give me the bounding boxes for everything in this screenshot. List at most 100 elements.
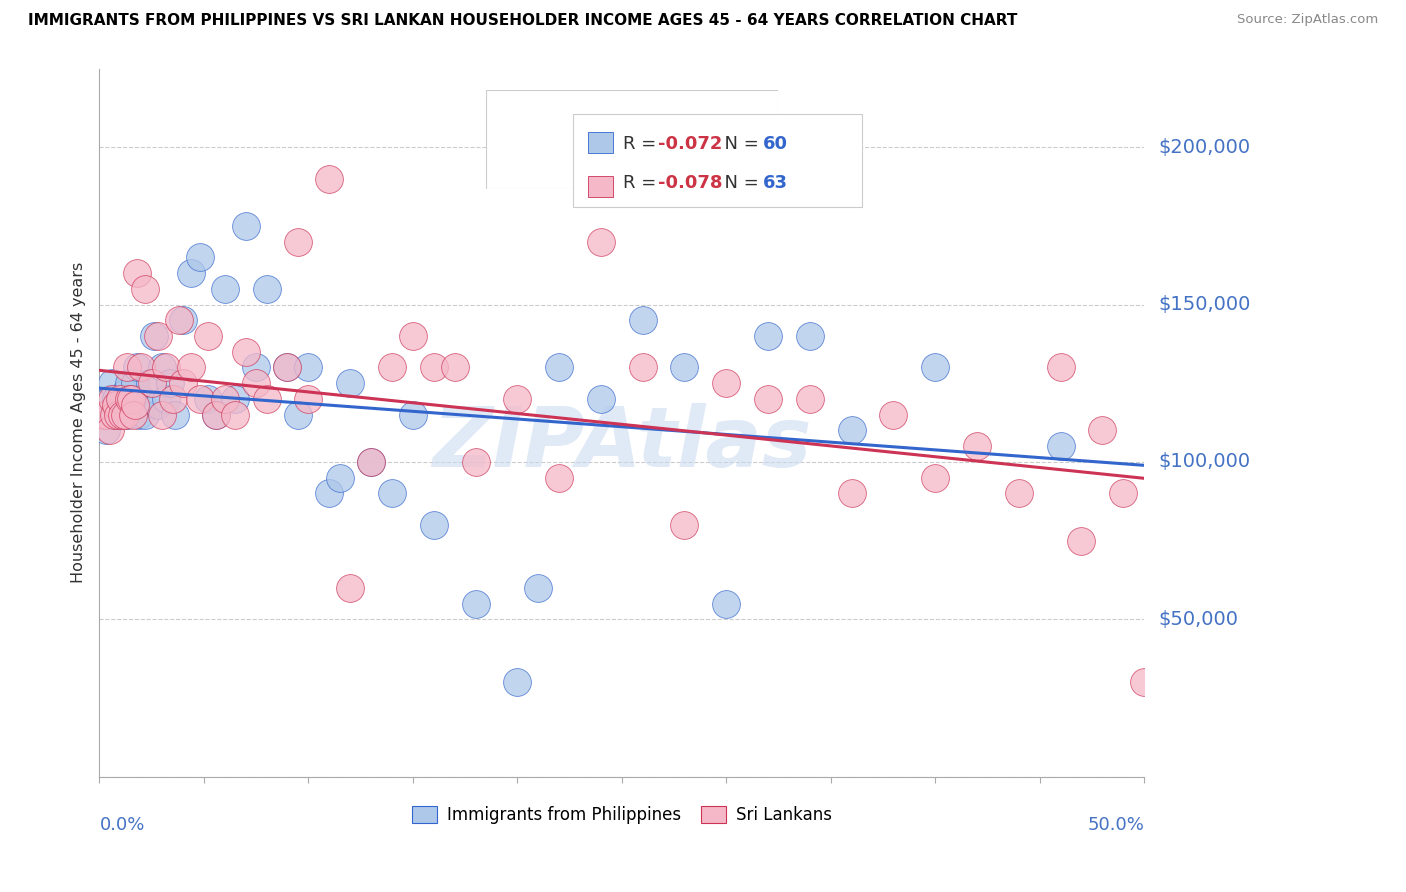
Point [464, 455, 486, 469]
Point [1112, 486, 1135, 500]
Point [115, 360, 138, 375]
Point [118, 392, 141, 406]
Point [287, 408, 309, 422]
Text: 50.0%: 50.0% [1087, 815, 1144, 833]
Point [214, 282, 236, 296]
Point [966, 439, 988, 453]
Point [235, 219, 257, 233]
Point [443, 360, 465, 375]
Point [1049, 439, 1071, 453]
Point [297, 392, 319, 406]
Point [105, 392, 128, 406]
Point [1070, 533, 1092, 548]
Point [124, 376, 146, 391]
Point [105, 398, 128, 412]
Point [180, 360, 202, 375]
Point [101, 392, 124, 406]
FancyBboxPatch shape [574, 114, 862, 207]
Point [276, 360, 298, 375]
Point [155, 360, 177, 375]
Point [172, 376, 194, 391]
Point [163, 408, 186, 422]
Text: -0.072: -0.072 [658, 135, 723, 153]
Point [155, 392, 177, 406]
Point [548, 360, 571, 375]
Point [159, 376, 181, 391]
Point [841, 424, 863, 438]
Point [256, 282, 278, 296]
Text: R =: R = [623, 175, 662, 193]
Point [114, 408, 136, 422]
Point [329, 470, 352, 484]
Point [188, 392, 211, 406]
Point [589, 235, 612, 249]
Point [129, 392, 152, 406]
Point [422, 517, 444, 532]
Point [527, 581, 550, 595]
Point [381, 360, 404, 375]
Text: $200,000: $200,000 [1159, 137, 1250, 157]
FancyBboxPatch shape [588, 132, 613, 153]
Point [94, 408, 117, 422]
Point [188, 251, 211, 265]
Text: Source: ZipAtlas.com: Source: ZipAtlas.com [1237, 13, 1378, 27]
Point [180, 266, 202, 280]
Point [402, 329, 425, 343]
Point [110, 392, 132, 406]
Point [121, 408, 143, 422]
Point [256, 392, 278, 406]
Point [799, 329, 821, 343]
Point [110, 392, 132, 406]
Text: 0.0%: 0.0% [100, 815, 145, 833]
Point [93, 408, 115, 422]
Point [1133, 675, 1156, 690]
Point [318, 171, 340, 186]
Point [125, 266, 148, 280]
Point [245, 360, 267, 375]
Text: IMMIGRANTS FROM PHILIPPINES VS SRI LANKAN HOUSEHOLDER INCOME AGES 45 - 64 YEARS : IMMIGRANTS FROM PHILIPPINES VS SRI LANKA… [28, 13, 1018, 29]
Text: 63: 63 [763, 175, 789, 193]
Text: R =: R = [623, 135, 662, 153]
Point [146, 398, 169, 412]
Point [124, 398, 146, 412]
Point [162, 392, 184, 406]
Point [716, 376, 738, 391]
Point [589, 392, 612, 406]
Point [464, 597, 486, 611]
Point [205, 408, 228, 422]
Text: $100,000: $100,000 [1159, 452, 1250, 471]
Point [381, 486, 404, 500]
Point [1091, 424, 1114, 438]
Point [129, 360, 152, 375]
Point [245, 376, 267, 391]
Point [103, 408, 125, 422]
Point [93, 408, 115, 422]
Point [121, 392, 143, 406]
Point [115, 408, 138, 422]
Point [98, 424, 121, 438]
Point [141, 376, 163, 391]
Point [756, 392, 779, 406]
Point [235, 344, 257, 359]
Point [318, 486, 340, 500]
Text: ZIPAtlas: ZIPAtlas [432, 403, 811, 484]
Text: -0.078: -0.078 [658, 175, 723, 193]
Point [150, 408, 173, 422]
Point [402, 408, 425, 422]
Point [422, 360, 444, 375]
Point [360, 455, 382, 469]
Point [172, 313, 194, 327]
Point [134, 282, 156, 296]
Point [114, 385, 136, 400]
Point [631, 313, 654, 327]
Point [339, 581, 361, 595]
Point [506, 392, 529, 406]
Point [799, 392, 821, 406]
Point [197, 392, 219, 406]
Point [506, 675, 529, 690]
Point [125, 360, 148, 375]
Text: $150,000: $150,000 [1159, 295, 1250, 314]
Y-axis label: Householder Income Ages 45 - 64 years: Householder Income Ages 45 - 64 years [72, 262, 86, 583]
Legend: Immigrants from Philippines, Sri Lankans: Immigrants from Philippines, Sri Lankans [404, 797, 841, 832]
Point [1008, 486, 1031, 500]
